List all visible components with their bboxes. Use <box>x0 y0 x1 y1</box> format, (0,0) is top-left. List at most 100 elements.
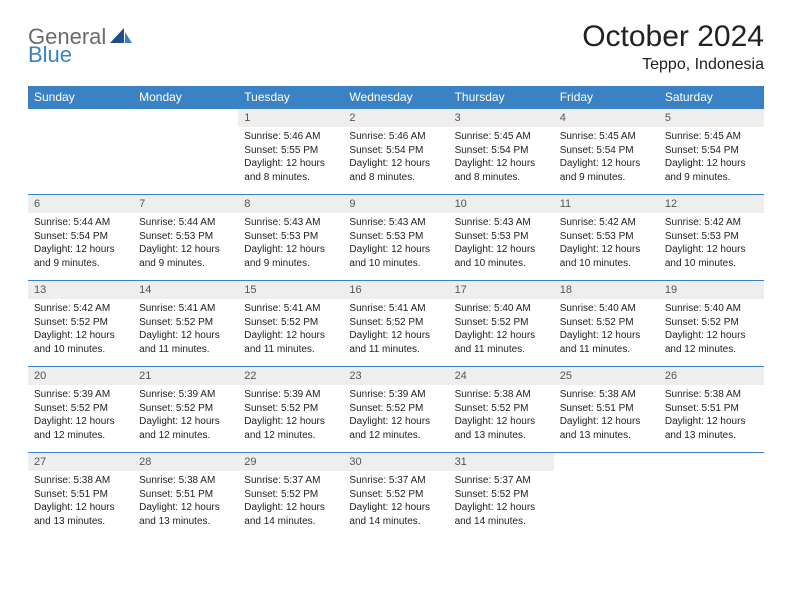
calendar-row: 1Sunrise: 5:46 AMSunset: 5:55 PMDaylight… <box>28 109 764 195</box>
day-info: Sunrise: 5:46 AMSunset: 5:54 PMDaylight:… <box>343 127 448 188</box>
calendar-cell: 4Sunrise: 5:45 AMSunset: 5:54 PMDaylight… <box>554 109 659 195</box>
day-number: 3 <box>449 109 554 127</box>
sunset-text: Sunset: 5:54 PM <box>665 144 758 158</box>
day-number: 30 <box>343 453 448 471</box>
day-number: 20 <box>28 367 133 385</box>
logo-blue-row: Blue <box>28 42 72 68</box>
sunrise-text: Sunrise: 5:45 AM <box>665 130 758 144</box>
calendar-cell: 22Sunrise: 5:39 AMSunset: 5:52 PMDayligh… <box>238 367 343 453</box>
sunset-text: Sunset: 5:52 PM <box>244 488 337 502</box>
weekday-header: Saturday <box>659 86 764 109</box>
day-number: 13 <box>28 281 133 299</box>
day-number: 31 <box>449 453 554 471</box>
sunrise-text: Sunrise: 5:40 AM <box>560 302 653 316</box>
daylight-text: Daylight: 12 hours and 10 minutes. <box>665 243 758 270</box>
daylight-text: Daylight: 12 hours and 10 minutes. <box>455 243 548 270</box>
sunrise-text: Sunrise: 5:45 AM <box>455 130 548 144</box>
day-number: 12 <box>659 195 764 213</box>
day-number: 9 <box>343 195 448 213</box>
daylight-text: Daylight: 12 hours and 14 minutes. <box>455 501 548 528</box>
calendar-cell: 9Sunrise: 5:43 AMSunset: 5:53 PMDaylight… <box>343 195 448 281</box>
daylight-text: Daylight: 12 hours and 11 minutes. <box>455 329 548 356</box>
day-info: Sunrise: 5:41 AMSunset: 5:52 PMDaylight:… <box>238 299 343 360</box>
calendar-cell: 24Sunrise: 5:38 AMSunset: 5:52 PMDayligh… <box>449 367 554 453</box>
logo-text-blue: Blue <box>28 42 72 67</box>
day-info: Sunrise: 5:39 AMSunset: 5:52 PMDaylight:… <box>343 385 448 446</box>
header: General October 2024 Teppo, Indonesia <box>28 20 764 74</box>
calendar-cell: 29Sunrise: 5:37 AMSunset: 5:52 PMDayligh… <box>238 453 343 539</box>
sunset-text: Sunset: 5:52 PM <box>244 316 337 330</box>
sunrise-text: Sunrise: 5:41 AM <box>139 302 232 316</box>
sunset-text: Sunset: 5:52 PM <box>349 316 442 330</box>
day-number: 8 <box>238 195 343 213</box>
calendar-row: 27Sunrise: 5:38 AMSunset: 5:51 PMDayligh… <box>28 453 764 539</box>
day-number: 18 <box>554 281 659 299</box>
sunset-text: Sunset: 5:52 PM <box>455 316 548 330</box>
sunset-text: Sunset: 5:52 PM <box>139 316 232 330</box>
sunrise-text: Sunrise: 5:39 AM <box>244 388 337 402</box>
calendar-cell: 10Sunrise: 5:43 AMSunset: 5:53 PMDayligh… <box>449 195 554 281</box>
day-number: 11 <box>554 195 659 213</box>
daylight-text: Daylight: 12 hours and 8 minutes. <box>349 157 442 184</box>
calendar-cell <box>554 453 659 539</box>
daylight-text: Daylight: 12 hours and 13 minutes. <box>139 501 232 528</box>
calendar-cell: 20Sunrise: 5:39 AMSunset: 5:52 PMDayligh… <box>28 367 133 453</box>
day-info: Sunrise: 5:42 AMSunset: 5:52 PMDaylight:… <box>28 299 133 360</box>
sunset-text: Sunset: 5:52 PM <box>34 316 127 330</box>
sunset-text: Sunset: 5:51 PM <box>34 488 127 502</box>
day-info: Sunrise: 5:38 AMSunset: 5:51 PMDaylight:… <box>133 471 238 532</box>
sunset-text: Sunset: 5:53 PM <box>455 230 548 244</box>
calendar-table: Sunday Monday Tuesday Wednesday Thursday… <box>28 86 764 539</box>
weekday-header: Tuesday <box>238 86 343 109</box>
day-number: 22 <box>238 367 343 385</box>
day-info: Sunrise: 5:40 AMSunset: 5:52 PMDaylight:… <box>449 299 554 360</box>
calendar-cell: 8Sunrise: 5:43 AMSunset: 5:53 PMDaylight… <box>238 195 343 281</box>
sunset-text: Sunset: 5:51 PM <box>139 488 232 502</box>
sunset-text: Sunset: 5:51 PM <box>560 402 653 416</box>
day-number: 7 <box>133 195 238 213</box>
day-number: 14 <box>133 281 238 299</box>
calendar-cell: 21Sunrise: 5:39 AMSunset: 5:52 PMDayligh… <box>133 367 238 453</box>
day-info: Sunrise: 5:41 AMSunset: 5:52 PMDaylight:… <box>133 299 238 360</box>
sunrise-text: Sunrise: 5:41 AM <box>244 302 337 316</box>
sunrise-text: Sunrise: 5:42 AM <box>560 216 653 230</box>
sunset-text: Sunset: 5:53 PM <box>665 230 758 244</box>
day-info: Sunrise: 5:46 AMSunset: 5:55 PMDaylight:… <box>238 127 343 188</box>
daylight-text: Daylight: 12 hours and 13 minutes. <box>665 415 758 442</box>
day-info: Sunrise: 5:37 AMSunset: 5:52 PMDaylight:… <box>343 471 448 532</box>
daylight-text: Daylight: 12 hours and 13 minutes. <box>455 415 548 442</box>
calendar-cell <box>133 109 238 195</box>
calendar-cell <box>659 453 764 539</box>
sunrise-text: Sunrise: 5:38 AM <box>34 474 127 488</box>
daylight-text: Daylight: 12 hours and 12 minutes. <box>139 415 232 442</box>
calendar-cell: 7Sunrise: 5:44 AMSunset: 5:53 PMDaylight… <box>133 195 238 281</box>
calendar-cell: 17Sunrise: 5:40 AMSunset: 5:52 PMDayligh… <box>449 281 554 367</box>
daylight-text: Daylight: 12 hours and 12 minutes. <box>349 415 442 442</box>
daylight-text: Daylight: 12 hours and 10 minutes. <box>34 329 127 356</box>
sunrise-text: Sunrise: 5:38 AM <box>560 388 653 402</box>
daylight-text: Daylight: 12 hours and 11 minutes. <box>244 329 337 356</box>
sunrise-text: Sunrise: 5:37 AM <box>349 474 442 488</box>
sunset-text: Sunset: 5:52 PM <box>139 402 232 416</box>
daylight-text: Daylight: 12 hours and 9 minutes. <box>244 243 337 270</box>
calendar-cell: 15Sunrise: 5:41 AMSunset: 5:52 PMDayligh… <box>238 281 343 367</box>
calendar-cell: 6Sunrise: 5:44 AMSunset: 5:54 PMDaylight… <box>28 195 133 281</box>
daylight-text: Daylight: 12 hours and 9 minutes. <box>34 243 127 270</box>
sunset-text: Sunset: 5:51 PM <box>665 402 758 416</box>
sunrise-text: Sunrise: 5:39 AM <box>34 388 127 402</box>
day-info: Sunrise: 5:44 AMSunset: 5:54 PMDaylight:… <box>28 213 133 274</box>
calendar-body: 1Sunrise: 5:46 AMSunset: 5:55 PMDaylight… <box>28 109 764 539</box>
day-info: Sunrise: 5:45 AMSunset: 5:54 PMDaylight:… <box>659 127 764 188</box>
day-number: 21 <box>133 367 238 385</box>
day-number: 5 <box>659 109 764 127</box>
day-number: 10 <box>449 195 554 213</box>
day-number: 19 <box>659 281 764 299</box>
sunrise-text: Sunrise: 5:37 AM <box>455 474 548 488</box>
calendar-cell: 30Sunrise: 5:37 AMSunset: 5:52 PMDayligh… <box>343 453 448 539</box>
sunset-text: Sunset: 5:52 PM <box>560 316 653 330</box>
day-info: Sunrise: 5:38 AMSunset: 5:51 PMDaylight:… <box>659 385 764 446</box>
daylight-text: Daylight: 12 hours and 9 minutes. <box>665 157 758 184</box>
day-number: 16 <box>343 281 448 299</box>
calendar-cell: 31Sunrise: 5:37 AMSunset: 5:52 PMDayligh… <box>449 453 554 539</box>
daylight-text: Daylight: 12 hours and 12 minutes. <box>244 415 337 442</box>
